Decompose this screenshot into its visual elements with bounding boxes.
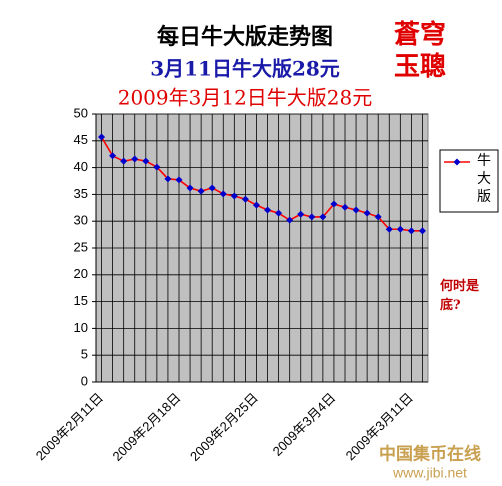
marker [98, 133, 106, 141]
marker [396, 225, 404, 233]
marker [275, 209, 283, 217]
x-tick-label: 2009年2月18日 [110, 390, 184, 464]
marker [308, 213, 316, 221]
watermark: www.jibi.net [392, 465, 467, 481]
marker [120, 157, 128, 165]
x-tick-label: 2009年2月11日 [33, 390, 106, 463]
chart-title: 每日牛大版走势图 [157, 24, 333, 50]
marker [385, 225, 393, 233]
legend-marker [453, 158, 461, 166]
marker [131, 155, 139, 163]
annotation: 何时是底? [440, 278, 480, 313]
marker [330, 200, 338, 208]
x-tick-label: 2009年2月25日 [187, 390, 261, 464]
y-tick-label: 20 [74, 266, 88, 281]
marker [109, 152, 117, 160]
marker [363, 209, 371, 217]
marker [153, 163, 161, 171]
marker [352, 206, 360, 214]
marker [164, 175, 172, 183]
legend-label: 牛大版 [477, 153, 491, 205]
corner-mark: 蒼穹 [394, 19, 446, 50]
subtitle: 2009年3月12日牛大版28元 [118, 86, 373, 110]
marker [175, 176, 183, 184]
y-tick-label: 45 [74, 132, 88, 147]
y-tick-label: 10 [74, 320, 88, 335]
y-tick-label: 30 [74, 213, 88, 228]
marker [341, 203, 349, 211]
marker [407, 227, 415, 235]
watermark: 中国集币在线 [379, 444, 481, 465]
marker [264, 206, 272, 214]
marker [418, 227, 426, 235]
y-tick-label: 15 [74, 293, 88, 308]
marker [219, 190, 227, 198]
marker [230, 192, 238, 200]
legend-box [439, 149, 499, 213]
subtitle: 3月11日牛大版28元 [150, 57, 340, 81]
y-tick-label: 35 [74, 186, 88, 201]
y-tick-label: 25 [74, 239, 88, 254]
marker [297, 210, 305, 218]
marker [241, 195, 249, 203]
marker [197, 187, 205, 195]
marker [286, 216, 294, 224]
corner-mark: 玉聰 [394, 51, 446, 82]
x-tick-label: 2009年3月4日 [270, 390, 339, 459]
y-tick-label: 40 [74, 159, 88, 174]
y-tick-label: 5 [81, 347, 88, 362]
marker [142, 157, 150, 165]
y-tick-label: 0 [81, 373, 88, 388]
marker [186, 184, 194, 192]
marker [252, 201, 260, 209]
marker [319, 213, 327, 221]
y-tick-label: 50 [74, 105, 88, 120]
marker [208, 184, 216, 192]
marker [374, 213, 382, 221]
